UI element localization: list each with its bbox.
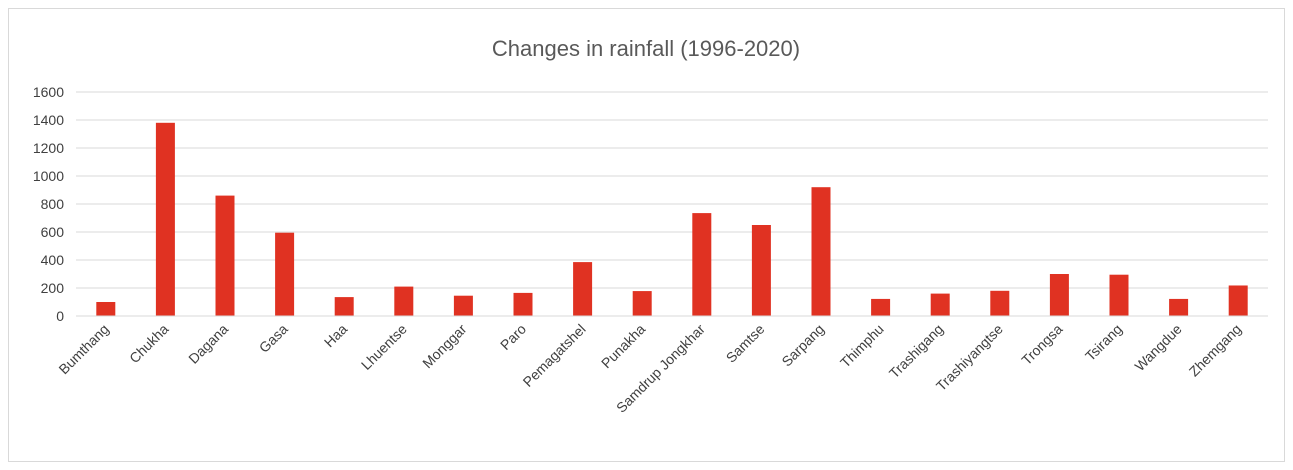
y-tick-label: 0 <box>56 308 64 324</box>
x-tick-label: Punakha <box>598 321 649 372</box>
x-tick-label: Gasa <box>256 321 291 356</box>
y-axis: 0 200 400 600 800 1000 1200 1400 1600 <box>33 84 64 324</box>
bar <box>1169 298 1189 316</box>
x-tick-label: Trongsa <box>1018 321 1065 368</box>
x-tick-label: Wangdue <box>1131 321 1184 374</box>
y-tick-label: 1000 <box>33 168 64 184</box>
gridlines <box>76 91 1268 289</box>
x-tick-label: Sarpang <box>778 321 827 370</box>
y-tick-label: 1600 <box>33 84 64 100</box>
x-tick-label: Dagana <box>185 321 231 367</box>
x-tick-label: Paro <box>497 321 529 353</box>
y-tick-label: 800 <box>41 196 65 212</box>
bar <box>871 298 891 316</box>
bar <box>96 302 116 316</box>
bar <box>453 295 473 316</box>
bar <box>930 293 950 316</box>
bar <box>811 187 831 316</box>
bar <box>155 122 175 316</box>
y-tick-label: 600 <box>41 224 65 240</box>
x-tick-label: Bumthang <box>55 321 111 377</box>
bar <box>1109 274 1129 316</box>
x-tick-label: Lhuentse <box>358 321 410 373</box>
chart-title: Changes in rainfall (1996-2020) <box>492 36 800 61</box>
x-axis: Bumthang Chukha Dagana Gasa Haa Lhuentse Mongg… <box>55 321 1244 416</box>
x-tick-label: Zhemgang <box>1186 321 1245 380</box>
bar <box>394 286 414 316</box>
bar <box>573 262 593 316</box>
bar <box>692 213 712 316</box>
x-tick-label: Haa <box>321 321 351 351</box>
x-tick-label: Thimphu <box>837 321 887 371</box>
y-tick-label: 1400 <box>33 112 64 128</box>
bar <box>751 225 771 316</box>
bar <box>1228 285 1248 316</box>
y-tick-label: 1200 <box>33 140 64 156</box>
y-tick-label: 400 <box>41 252 65 268</box>
bar <box>513 292 533 316</box>
x-tick-label: Tsirang <box>1082 321 1125 364</box>
x-tick-label: Pemagatshel <box>520 321 589 390</box>
x-tick-label: Trashigang <box>886 321 946 381</box>
bar <box>334 297 354 316</box>
bar <box>1049 274 1069 316</box>
y-tick-label: 200 <box>41 280 65 296</box>
bar <box>632 291 652 316</box>
bar <box>275 232 295 316</box>
bar <box>215 195 235 316</box>
x-tick-label: Chukha <box>126 321 172 367</box>
bar <box>990 290 1010 316</box>
bars <box>96 122 1248 316</box>
x-tick-label: Monggar <box>419 321 470 372</box>
x-tick-label: Samtse <box>723 321 768 366</box>
